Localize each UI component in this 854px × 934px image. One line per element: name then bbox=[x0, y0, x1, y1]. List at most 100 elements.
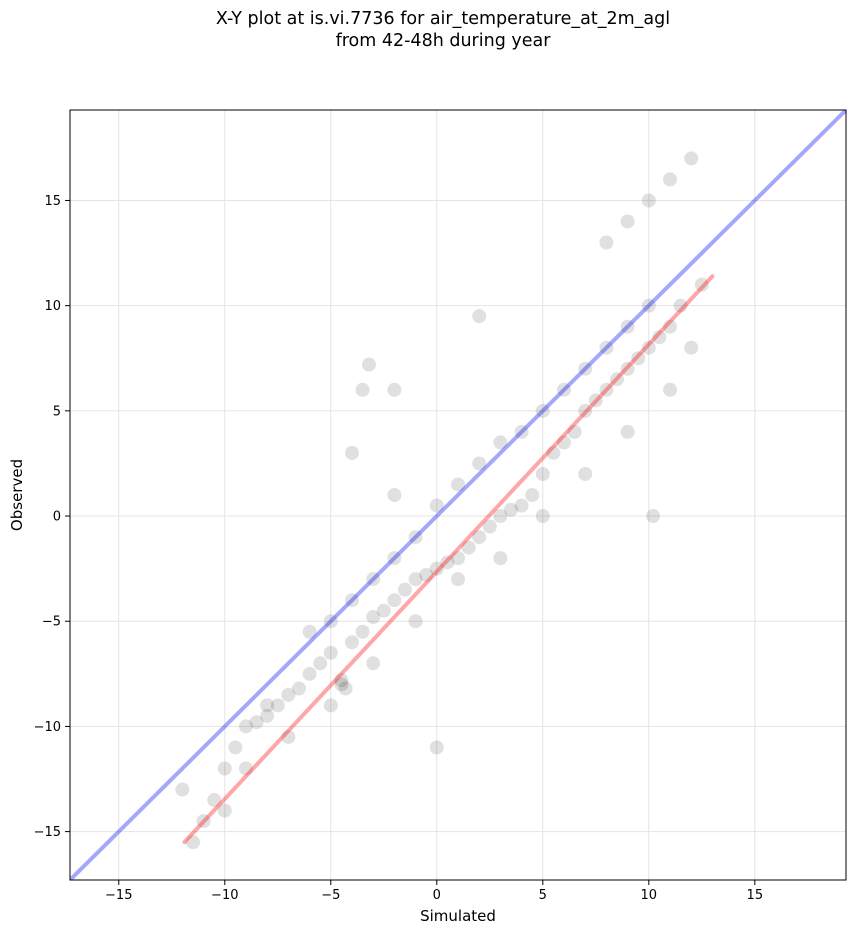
scatter-point bbox=[323, 614, 338, 629]
scatter-point bbox=[344, 593, 359, 608]
x-tick-label: 10 bbox=[641, 888, 658, 903]
scatter-point bbox=[408, 614, 423, 629]
scatter-point bbox=[260, 708, 275, 723]
scatter-point bbox=[641, 340, 656, 355]
scatter-point bbox=[302, 666, 317, 681]
scatter-point bbox=[323, 698, 338, 713]
scatter-point bbox=[694, 277, 709, 292]
y-tick-label: 10 bbox=[44, 299, 61, 314]
scatter-point bbox=[578, 361, 593, 376]
x-axis-label: Simulated bbox=[420, 907, 496, 925]
chart-title: X-Y plot at is.vi.7736 for air_temperatu… bbox=[215, 9, 671, 51]
scatter-point bbox=[673, 298, 688, 313]
scatter-point bbox=[313, 656, 328, 671]
scatter-point bbox=[238, 719, 253, 734]
scatter-point bbox=[281, 729, 296, 744]
x-tick-label: −5 bbox=[321, 888, 340, 903]
scatter-point bbox=[387, 593, 402, 608]
scatter-point bbox=[440, 555, 455, 570]
scatter-point bbox=[217, 803, 232, 818]
scatter-point bbox=[610, 372, 625, 387]
scatter-point bbox=[493, 551, 508, 566]
scatter-point bbox=[344, 635, 359, 650]
scatter-point bbox=[493, 435, 508, 450]
scatter-point bbox=[578, 466, 593, 481]
scatter-point bbox=[599, 340, 614, 355]
scatter-point bbox=[599, 382, 614, 397]
scatter-point bbox=[646, 509, 661, 524]
y-tick-label: 15 bbox=[44, 194, 61, 209]
scatter-point bbox=[302, 624, 317, 639]
scatter-point bbox=[472, 530, 487, 545]
y-tick-label: 0 bbox=[53, 510, 61, 525]
scatter-point bbox=[641, 193, 656, 208]
scatter-points bbox=[175, 151, 709, 850]
scatter-point bbox=[344, 445, 359, 460]
scatter-point bbox=[408, 572, 423, 587]
scatter-point bbox=[196, 814, 211, 829]
x-tick-label: 5 bbox=[539, 888, 547, 903]
scatter-point bbox=[535, 509, 550, 524]
axis-ticks: −15 −10 −5 0 5 10 15 −15 −10 −5 0 5 10 15 bbox=[34, 194, 764, 903]
scatter-point bbox=[620, 361, 635, 376]
y-tick-label: 5 bbox=[53, 404, 61, 419]
scatter-point bbox=[207, 793, 222, 808]
scatter-point bbox=[387, 551, 402, 566]
scatter-point bbox=[620, 319, 635, 334]
scatter-point bbox=[387, 488, 402, 502]
scatter-point bbox=[419, 567, 434, 582]
scatter-point bbox=[429, 498, 444, 513]
x-tick-label: 0 bbox=[433, 888, 441, 903]
scatter-point bbox=[535, 403, 550, 418]
scatter-point bbox=[535, 466, 550, 481]
scatter-point bbox=[546, 445, 561, 460]
reference-lines bbox=[70, 110, 846, 880]
scatter-point bbox=[461, 540, 476, 555]
scatter-point bbox=[504, 502, 519, 517]
scatter-point bbox=[663, 172, 678, 187]
scatter-point bbox=[366, 656, 381, 671]
scatter-point bbox=[641, 298, 656, 313]
scatter-point bbox=[238, 761, 253, 776]
scatter-point bbox=[451, 572, 465, 587]
scatter-point bbox=[652, 330, 667, 345]
scatter-point bbox=[228, 740, 243, 755]
scatter-point bbox=[567, 424, 582, 439]
scatter-point bbox=[281, 687, 296, 702]
scatter-point bbox=[493, 509, 508, 524]
scatter-point bbox=[376, 603, 391, 618]
scatter-point bbox=[578, 403, 593, 418]
scatter-point bbox=[684, 151, 699, 166]
scatter-point bbox=[355, 382, 370, 397]
scatter-point bbox=[323, 645, 338, 660]
scatter-point bbox=[361, 357, 376, 372]
reference-line bbox=[70, 110, 846, 880]
scatter-point bbox=[663, 382, 678, 397]
scatter-point bbox=[588, 393, 603, 408]
scatter-point bbox=[684, 340, 699, 355]
scatter-point bbox=[514, 498, 529, 513]
scatter-point bbox=[175, 782, 190, 797]
x-tick-label: −15 bbox=[105, 888, 132, 903]
y-axis-label: Observed bbox=[8, 459, 26, 531]
scatter-point bbox=[291, 681, 306, 696]
scatter-point bbox=[525, 488, 540, 502]
scatter-point bbox=[557, 382, 572, 397]
y-tick-label: −5 bbox=[42, 615, 61, 630]
scatter-point bbox=[355, 624, 370, 639]
scatter-point bbox=[429, 740, 444, 755]
scatter-point bbox=[270, 698, 285, 713]
scatter-point bbox=[482, 519, 497, 534]
y-tick-label: −15 bbox=[34, 825, 61, 840]
scatter-point bbox=[451, 551, 465, 566]
scatter-point bbox=[185, 835, 200, 850]
scatter-point bbox=[217, 761, 232, 776]
scatter-point bbox=[472, 309, 487, 324]
scatter-point bbox=[599, 235, 614, 250]
scatter-point bbox=[260, 698, 275, 713]
scatter-point bbox=[366, 610, 381, 625]
scatter-point bbox=[334, 677, 349, 692]
x-tick-label: −10 bbox=[211, 888, 238, 903]
scatter-point bbox=[338, 681, 353, 696]
